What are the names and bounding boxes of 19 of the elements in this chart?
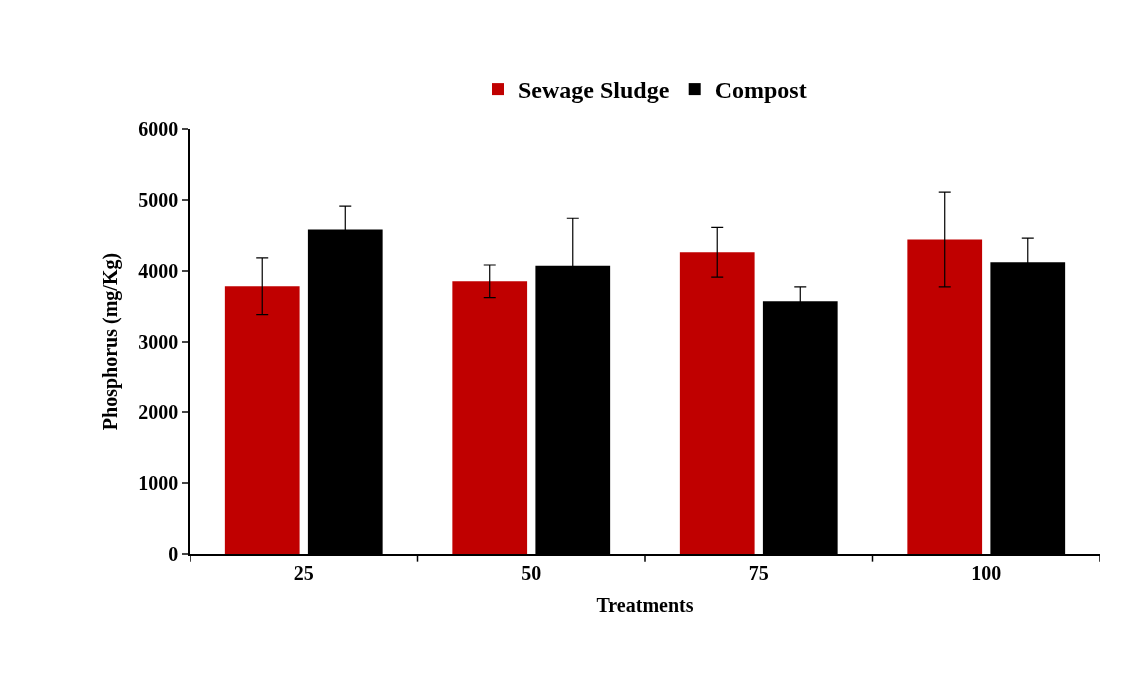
bar — [224, 286, 300, 554]
bar — [907, 239, 983, 554]
x-axis-title: Treatments — [596, 593, 694, 616]
bar — [452, 281, 528, 554]
y-tick-label: 1000 — [138, 472, 179, 495]
x-tick-label: 100 — [971, 561, 1002, 584]
legend-label: Compost — [714, 77, 807, 104]
x-tick-label: 50 — [521, 561, 542, 584]
y-tick-label: 6000 — [138, 118, 179, 140]
bar — [679, 252, 755, 554]
y-tick-label: 5000 — [138, 188, 179, 211]
x-tick-label: 75 — [748, 561, 769, 584]
legend-label: Sewage Sludge — [518, 77, 670, 104]
y-tick-label: 4000 — [138, 259, 179, 282]
y-tick-label: 0 — [168, 543, 179, 565]
y-tick-label: 3000 — [138, 330, 179, 353]
y-tick-label: 2000 — [138, 401, 179, 424]
y-axis-title: Phosphorus (mg/Kg) — [99, 252, 123, 431]
x-tick-label: 25 — [293, 561, 314, 584]
